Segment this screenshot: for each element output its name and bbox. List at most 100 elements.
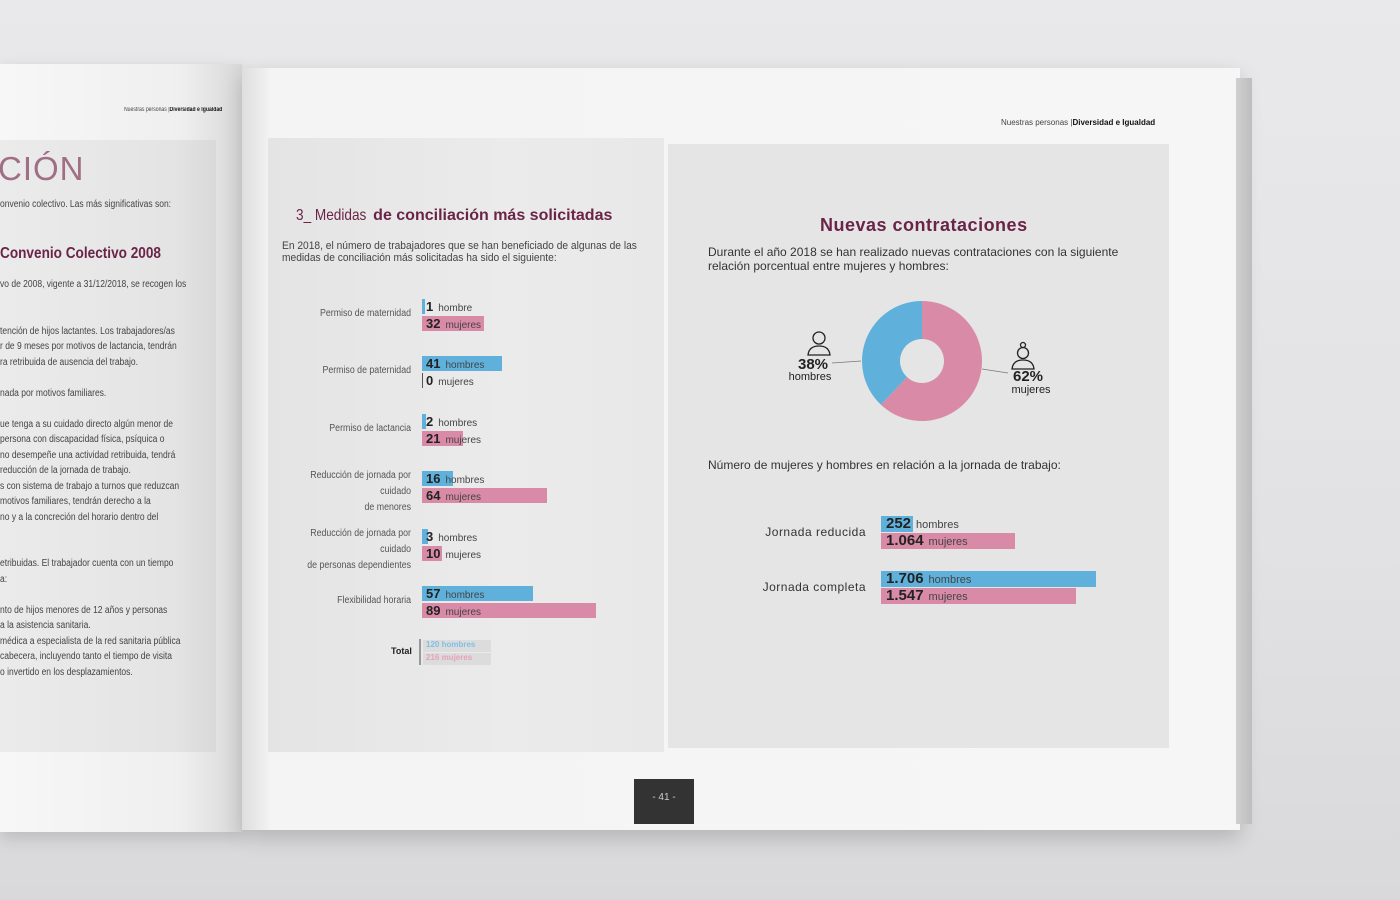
unit: mujeres [445, 435, 482, 446]
value: 1.706 [886, 570, 924, 587]
bar-value-hombres: 1.706 hombres [886, 571, 971, 588]
category-line: Permiso de paternidad [322, 365, 411, 376]
body-line [0, 401, 183, 417]
unit: mujeres [445, 320, 482, 331]
bar-value-mujeres: 1.547 mujeres [886, 588, 968, 605]
body-line: a: [0, 573, 8, 585]
value: 1.547 [886, 587, 924, 604]
body-line: cabecera, incluyendo tanto el tiempo de … [0, 651, 172, 662]
value: 2 [426, 414, 434, 429]
body-line: nto de hijos menores de 12 años y person… [0, 604, 168, 616]
donut-slice-mujeres [880, 301, 982, 421]
conciliacion-title: 3_ Medidas de conciliación más solicitad… [296, 207, 613, 224]
bar-value-mujeres: 21 mujeres [426, 431, 481, 448]
body-line [0, 587, 183, 603]
body-line: médica a especialista de la red sanitari… [0, 635, 181, 647]
body-line: ra retribuida de ausencia del trabajo. [0, 356, 138, 368]
bar-value-mujeres: 10 mujeres [426, 546, 481, 563]
bar-value-hombres: 2 hombres [426, 414, 477, 431]
bar-value-mujeres: 32 mujeres [426, 316, 481, 333]
category-line: Reducción de jornada por cuidado [310, 470, 411, 497]
value: 1.064 [886, 532, 924, 549]
bar-category-label: Permiso de maternidad [297, 306, 411, 322]
left-body-text: vo de 2008, vigente a 31/12/2018, se rec… [0, 277, 215, 680]
category-line: Reducción de jornada por cuidado [310, 528, 411, 555]
bar-hombres [422, 529, 428, 544]
body-line: vo de 2008, vigente a 31/12/2018, se rec… [0, 279, 187, 290]
body-line: reducción de la jornada de trabajo. [0, 465, 131, 476]
unit: mujeres [928, 591, 968, 603]
body-line: motivos familiares, tendrán derecho a la [0, 496, 151, 507]
donut-label: 38% [798, 356, 828, 373]
bar-hombres [881, 571, 1096, 587]
jornada-category-label: Jornada reducida [765, 525, 866, 539]
value: 57 [426, 586, 441, 601]
category-line: Permiso de lactancia [329, 423, 411, 434]
bar-value-hombres: 3 hombres [426, 529, 477, 546]
value: 21 [426, 431, 441, 446]
value: 3 [426, 529, 434, 544]
bar-mujeres [881, 588, 1076, 604]
leader-line [981, 368, 1009, 374]
body-line: a la asistencia sanitaria. [0, 620, 91, 631]
bar-category-label: Permiso de lactancia [297, 421, 411, 437]
conciliacion-intro: En 2018, el número de trabajadores que s… [282, 240, 637, 264]
contrataciones-panel [668, 144, 1169, 748]
value: 64 [426, 488, 441, 503]
bar-hombres [422, 586, 534, 601]
total-hombres: 120 hombres [423, 640, 491, 652]
category-line: de personas dependientes [307, 560, 411, 571]
bar-value-hombres: 16 hombres [426, 471, 484, 488]
value: 0 [426, 373, 434, 388]
total-divider [419, 639, 421, 665]
bar-value-mujeres: 0 mujeres [426, 373, 474, 390]
total-mujeres: 216 mujeres [423, 653, 491, 665]
bar-mujeres [422, 431, 463, 446]
bar-value-mujeres: 89 mujeres [426, 603, 481, 620]
bar-hombres [881, 516, 913, 532]
total-label: Total [391, 646, 412, 656]
bar-category-label: Reducción de jornada por cuidado de perso… [297, 526, 411, 574]
bar-value-hombres: 57 hombres [426, 586, 484, 603]
body-line: s con sistema de trabajo a turnos que re… [0, 480, 180, 492]
body-line: ue tenga a su cuidado directo algún meno… [0, 418, 173, 430]
body-line: persona con discapacidad física, psíquic… [0, 434, 165, 445]
unit: mujeres [445, 492, 482, 503]
bar-category-label: Reducción de jornada por cuidado de menor… [297, 468, 411, 516]
bar-mujeres [422, 603, 596, 618]
unit: hombres [445, 590, 485, 601]
man-icon [807, 331, 831, 356]
bar-hombres [422, 414, 426, 429]
value: 89 [426, 603, 441, 618]
bar-hombres [422, 471, 454, 486]
bar-hombres [422, 299, 425, 314]
bar-value-hombres: 41 hombres [426, 356, 484, 373]
page-number: - 41 - [634, 779, 694, 824]
unit: hombres [916, 519, 959, 531]
left-running-header: Nuestras personas |Diversidad e Igualdad [124, 107, 223, 113]
left-intro: onvenio colectivo. Las más significativa… [0, 199, 172, 210]
body-line [0, 541, 183, 557]
left-subtitle: Convenio Colectivo 2008 [0, 245, 161, 262]
contrataciones-intro: Durante el año 2018 se han realizado nue… [708, 245, 1119, 273]
unit: mujeres [445, 607, 482, 618]
contrataciones-title: Nuevas contrataciones [820, 215, 1028, 235]
bar-mujeres [881, 533, 1016, 549]
unit: mujeres [445, 550, 482, 561]
bar-category-label: Permiso de paternidad [297, 363, 411, 379]
value: 10 [426, 546, 441, 561]
value: 41 [426, 356, 441, 371]
bar-mujeres [422, 546, 442, 561]
body-line [0, 293, 183, 309]
body-line: nada por motivos familiares. [0, 387, 107, 399]
page-edge [1236, 78, 1252, 824]
value: 16 [426, 471, 441, 486]
body-line [0, 370, 183, 386]
unit: hombres [445, 475, 485, 486]
woman-icon [1011, 341, 1035, 370]
jornada-category-label: Jornada completa [762, 580, 866, 594]
unit: hombres [928, 574, 972, 586]
category-line: de menores [364, 502, 411, 513]
category-line: Flexibilidad horaria [337, 595, 411, 606]
bar-value-mujeres: 1.064 mujeres [886, 533, 968, 550]
